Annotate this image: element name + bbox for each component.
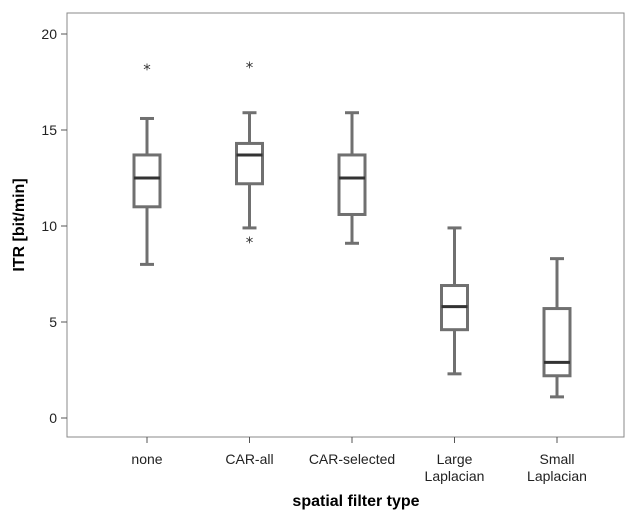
box <box>132 153 162 209</box>
box <box>337 153 367 216</box>
y-tick-label: 10 <box>41 218 57 234</box>
y-tick-label: 0 <box>49 410 57 426</box>
y-tick-label: 5 <box>49 314 57 330</box>
x-tick-label: none <box>131 451 162 467</box>
x-tick-label: Laplacian <box>527 468 587 484</box>
y-tick-label: 20 <box>41 26 57 42</box>
x-tick-label: Small <box>539 451 574 467</box>
y-tick-label: 15 <box>41 122 57 138</box>
x-tick-label: Laplacian <box>425 468 485 484</box>
outlier-marker: * <box>143 61 151 79</box>
x-tick-label: Large <box>437 451 473 467</box>
outlier-marker: * <box>246 59 254 77</box>
plot-area <box>66 12 625 438</box>
x-tick-label: CAR-selected <box>309 451 395 467</box>
box <box>235 141 264 186</box>
x-axis-title: spatial filter type <box>292 493 419 510</box>
y-axis-title: ITR [bit/min] <box>11 178 28 271</box>
x-tick-label: CAR-all <box>225 451 273 467</box>
box <box>542 307 572 378</box>
outlier-marker: * <box>246 233 254 251</box>
